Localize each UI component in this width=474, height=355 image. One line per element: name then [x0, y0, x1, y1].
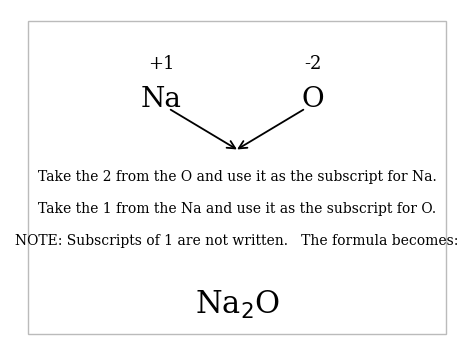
Bar	[28, 21, 446, 334]
Text: +1: +1	[148, 55, 174, 73]
Text: Take the 1 from the Na and use it as the subscript for O.: Take the 1 from the Na and use it as the…	[38, 202, 436, 217]
Text: Take the 2 from the O and use it as the subscript for Na.: Take the 2 from the O and use it as the …	[37, 170, 437, 185]
Text: Na: Na	[141, 86, 182, 113]
Text: -2: -2	[304, 55, 321, 73]
Text: NOTE: Subscripts of 1 are not written.   The formula becomes:: NOTE: Subscripts of 1 are not written. T…	[15, 234, 459, 248]
Text: Na$_2$O: Na$_2$O	[194, 289, 280, 321]
Text: O: O	[301, 86, 324, 113]
